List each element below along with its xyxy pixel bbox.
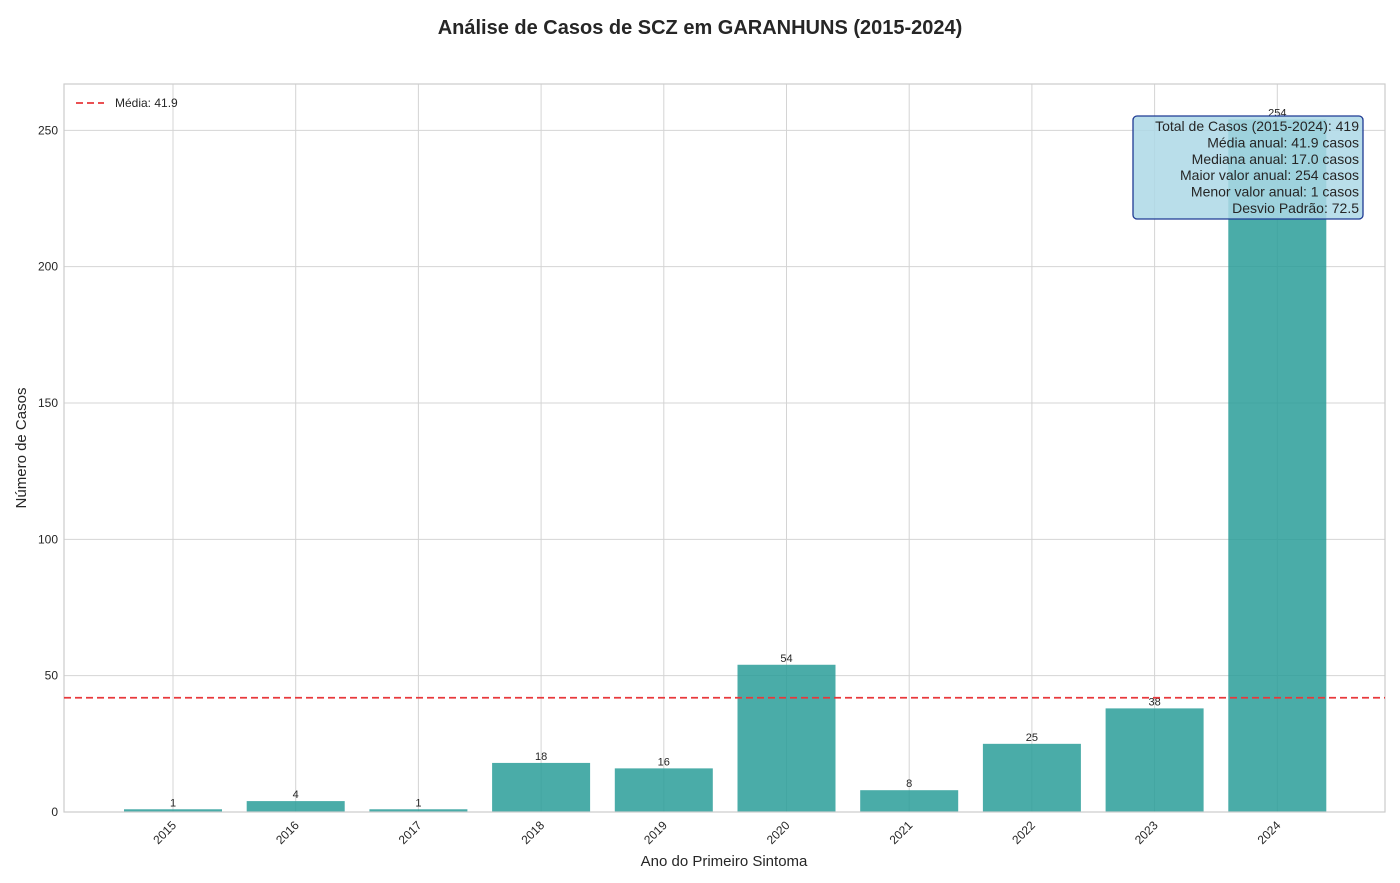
bar-value-label: 54 <box>780 653 792 665</box>
bar <box>492 762 591 812</box>
x-tick-label: 2022 <box>1009 818 1038 847</box>
x-tick-label: 2024 <box>1255 818 1284 847</box>
bar-value-label: 1 <box>170 797 176 809</box>
stats-line: Desvio Padrão: 72.5 <box>1232 200 1359 216</box>
bar <box>124 809 222 812</box>
x-tick-label: 2015 <box>150 818 179 847</box>
x-axis-label: Ano do Primeiro Sintoma <box>641 853 808 870</box>
x-tick-label: 2016 <box>273 818 302 847</box>
stats-line: Média anual: 41.9 casos <box>1207 134 1359 150</box>
y-axis-label: Número de Casos <box>13 388 30 509</box>
bar <box>1105 708 1204 812</box>
bar-value-label: 8 <box>906 778 912 790</box>
stats-line: Menor valor anual: 1 casos <box>1191 184 1359 200</box>
x-tick-label: 2019 <box>641 818 670 847</box>
bar <box>614 768 713 812</box>
stats-line: Total de Casos (2015-2024): 419 <box>1155 118 1359 134</box>
stats-line: Maior valor anual: 254 casos <box>1180 167 1359 183</box>
y-tick-label: 100 <box>38 532 58 546</box>
y-tick-label: 200 <box>38 260 58 274</box>
bar <box>369 809 468 812</box>
y-tick-label: 250 <box>38 123 58 137</box>
bar-value-label: 16 <box>658 756 670 768</box>
plot-border <box>63 83 1386 813</box>
bar-value-label: 4 <box>293 789 299 801</box>
y-tick-label: 50 <box>45 669 59 683</box>
bar-value-label: 18 <box>535 751 547 763</box>
bar <box>737 664 836 812</box>
bar-value-label: 38 <box>1148 696 1160 708</box>
stats-box-background <box>1132 115 1364 220</box>
bar-value-label: 25 <box>1026 732 1038 744</box>
bar <box>860 790 959 812</box>
bar-value-label: 1 <box>415 797 421 809</box>
bar <box>1228 119 1327 813</box>
x-tick-label: 2017 <box>396 818 425 847</box>
bars <box>124 119 1327 813</box>
x-tick-label: 2021 <box>887 818 916 847</box>
stats-line: Mediana anual: 17.0 casos <box>1192 151 1359 167</box>
x-tick-label: 2023 <box>1132 818 1161 847</box>
x-tick-label: 2020 <box>764 818 793 847</box>
bar <box>246 801 345 812</box>
y-tick-label: 150 <box>38 396 58 410</box>
chart-title: Análise de Casos de SCZ em GARANHUNS (20… <box>438 17 963 39</box>
y-tick-label: 0 <box>51 805 58 819</box>
legend-label-mean: Média: 41.9 <box>115 96 178 110</box>
x-tick-label: 2018 <box>518 818 547 847</box>
bar <box>982 743 1081 812</box>
legend: Média: 41.9 <box>76 96 178 110</box>
